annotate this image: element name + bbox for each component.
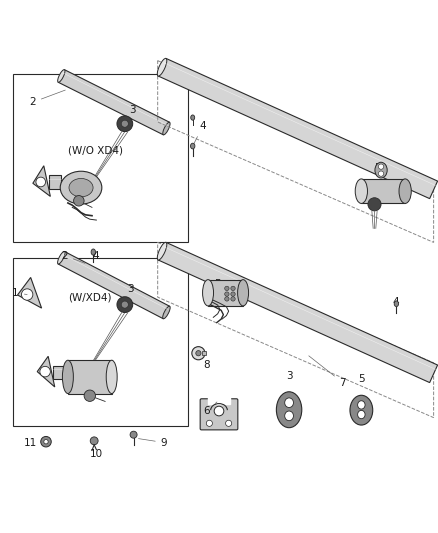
Polygon shape (158, 59, 438, 199)
Ellipse shape (62, 360, 73, 393)
Ellipse shape (355, 179, 367, 204)
Circle shape (231, 292, 235, 296)
Text: 8: 8 (203, 353, 210, 370)
Circle shape (226, 420, 232, 426)
Text: 2: 2 (61, 251, 85, 263)
Polygon shape (53, 366, 68, 378)
Circle shape (130, 431, 137, 438)
Text: 3: 3 (286, 371, 293, 381)
Ellipse shape (163, 122, 170, 135)
Ellipse shape (69, 179, 93, 197)
Polygon shape (37, 356, 55, 387)
Circle shape (121, 301, 128, 308)
Ellipse shape (106, 360, 117, 393)
FancyBboxPatch shape (200, 399, 238, 430)
Circle shape (378, 164, 384, 169)
Ellipse shape (162, 306, 170, 319)
Circle shape (231, 286, 235, 290)
Text: 9: 9 (138, 438, 167, 448)
Ellipse shape (375, 162, 387, 178)
Text: 3: 3 (125, 104, 136, 119)
Circle shape (368, 198, 381, 211)
Circle shape (231, 297, 235, 301)
Circle shape (84, 390, 95, 401)
Text: 11: 11 (24, 438, 44, 448)
Circle shape (225, 292, 229, 296)
Text: 10: 10 (90, 449, 103, 459)
Text: 3: 3 (127, 284, 134, 300)
Ellipse shape (157, 58, 167, 76)
Ellipse shape (191, 143, 195, 149)
Ellipse shape (238, 280, 249, 306)
Text: 6: 6 (204, 402, 217, 416)
Polygon shape (33, 166, 50, 197)
Bar (202, 351, 206, 356)
Polygon shape (158, 243, 438, 383)
Ellipse shape (202, 280, 214, 306)
Ellipse shape (285, 398, 293, 408)
Text: 3: 3 (377, 186, 390, 200)
Ellipse shape (60, 171, 102, 204)
Ellipse shape (157, 243, 167, 260)
Polygon shape (18, 278, 42, 308)
Circle shape (196, 351, 201, 356)
Circle shape (225, 286, 229, 290)
Polygon shape (58, 252, 170, 319)
Circle shape (378, 171, 384, 176)
Text: 4: 4 (392, 296, 399, 306)
Bar (13, 258, 188, 426)
Circle shape (41, 437, 51, 447)
Circle shape (44, 440, 48, 444)
Ellipse shape (276, 392, 302, 427)
Text: 4: 4 (92, 252, 99, 261)
Circle shape (206, 420, 212, 426)
Text: 5: 5 (215, 279, 223, 289)
Ellipse shape (91, 249, 95, 255)
Circle shape (74, 196, 84, 206)
Circle shape (90, 437, 98, 445)
Bar (13, 74, 188, 243)
Ellipse shape (357, 401, 365, 409)
Circle shape (21, 289, 33, 300)
Ellipse shape (58, 70, 65, 82)
Circle shape (117, 116, 133, 132)
Text: 4: 4 (194, 122, 206, 143)
Ellipse shape (350, 395, 373, 425)
Polygon shape (58, 70, 170, 135)
Ellipse shape (357, 410, 365, 419)
Circle shape (225, 297, 229, 301)
Text: (W/O XD4): (W/O XD4) (68, 146, 123, 156)
Circle shape (117, 297, 133, 312)
Polygon shape (49, 175, 61, 189)
Bar (68, 360, 112, 393)
Circle shape (121, 120, 128, 127)
Text: 1: 1 (12, 288, 27, 298)
Bar (208, 280, 243, 306)
Circle shape (192, 346, 205, 360)
Ellipse shape (57, 252, 65, 264)
Text: 7: 7 (309, 356, 346, 387)
Circle shape (40, 366, 50, 377)
Circle shape (214, 406, 224, 416)
Circle shape (36, 177, 46, 187)
Bar (361, 179, 405, 204)
Bar (208, 395, 230, 405)
Text: (W/XD4): (W/XD4) (68, 292, 111, 302)
Ellipse shape (394, 301, 399, 306)
Text: 5: 5 (358, 374, 365, 384)
Ellipse shape (285, 411, 293, 421)
Text: 5: 5 (374, 163, 381, 173)
Ellipse shape (191, 115, 195, 120)
Ellipse shape (399, 179, 411, 204)
Text: 2: 2 (29, 90, 65, 107)
